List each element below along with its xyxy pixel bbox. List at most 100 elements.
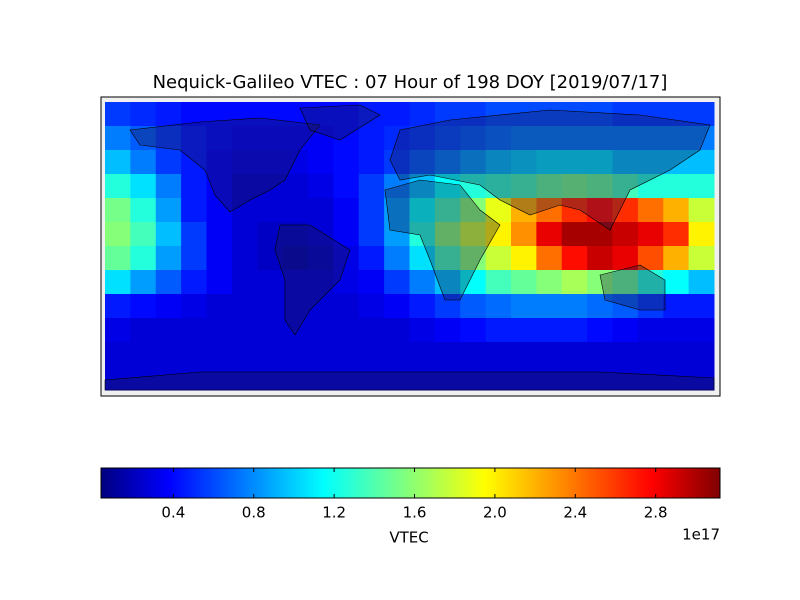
cell <box>105 126 131 151</box>
cell <box>155 198 182 223</box>
south-america <box>274 224 351 336</box>
cell <box>663 318 690 343</box>
cell <box>587 198 613 223</box>
cell <box>206 126 233 151</box>
cell <box>637 294 664 319</box>
cell <box>155 294 182 319</box>
cell <box>155 222 182 247</box>
cell <box>460 366 487 391</box>
cell <box>663 270 690 295</box>
cell <box>282 150 309 175</box>
cell <box>536 150 563 175</box>
cell <box>434 174 461 199</box>
cell <box>434 246 461 271</box>
cell <box>536 102 563 127</box>
cell <box>308 150 334 175</box>
cell <box>257 102 284 127</box>
cell <box>637 198 664 223</box>
cell <box>587 270 613 295</box>
cell <box>384 150 410 175</box>
australia <box>599 264 666 311</box>
cell <box>663 102 690 127</box>
cell <box>333 246 360 271</box>
colorbar <box>100 467 721 499</box>
cell <box>257 222 284 247</box>
cell <box>257 294 284 319</box>
cell <box>434 366 461 391</box>
cell <box>511 366 537 391</box>
cell <box>231 222 258 247</box>
cell <box>206 222 233 247</box>
cell <box>206 270 233 295</box>
cell <box>282 174 309 199</box>
cell <box>384 318 410 343</box>
cell <box>460 342 487 367</box>
cell <box>308 198 334 223</box>
cell <box>485 342 512 367</box>
cell <box>460 246 487 271</box>
cell <box>663 198 690 223</box>
cell <box>587 102 613 127</box>
cell <box>308 222 334 247</box>
cell <box>206 174 233 199</box>
cell <box>637 150 664 175</box>
cell <box>663 174 690 199</box>
cell <box>561 246 588 271</box>
cell <box>536 198 563 223</box>
cell <box>688 366 715 391</box>
cell <box>485 294 512 319</box>
cell <box>231 270 258 295</box>
cell <box>688 270 715 295</box>
cell <box>333 198 360 223</box>
cell <box>231 342 258 367</box>
cell <box>637 174 664 199</box>
colorbar-offset: 1e17 <box>682 526 720 544</box>
cell <box>155 102 182 127</box>
cell <box>561 102 588 127</box>
cell <box>561 174 588 199</box>
cell <box>688 342 715 367</box>
cell <box>130 102 157 127</box>
cell <box>536 246 563 271</box>
cell <box>663 342 690 367</box>
cell <box>333 174 360 199</box>
cell <box>282 342 309 367</box>
cell <box>257 366 284 391</box>
cell <box>561 126 588 151</box>
cell <box>536 270 563 295</box>
cell <box>434 150 461 175</box>
cell <box>434 126 461 151</box>
cell <box>485 318 512 343</box>
cell <box>460 102 487 127</box>
cell <box>130 150 157 175</box>
cell <box>206 342 233 367</box>
north-america <box>129 117 321 213</box>
cell <box>511 126 537 151</box>
cell <box>587 366 613 391</box>
cell <box>612 174 639 199</box>
cell <box>637 342 664 367</box>
cell <box>282 198 309 223</box>
cell <box>105 174 131 199</box>
cell <box>105 102 131 127</box>
cell <box>511 174 537 199</box>
cell <box>308 318 334 343</box>
colorbar-tick-label: 1.6 <box>403 504 427 522</box>
cell <box>434 294 461 319</box>
cell <box>231 174 258 199</box>
cell <box>181 342 207 367</box>
cell <box>155 174 182 199</box>
cell <box>688 174 715 199</box>
cell <box>511 270 537 295</box>
cell <box>511 294 537 319</box>
cell <box>409 102 436 127</box>
cell <box>105 150 131 175</box>
cell <box>612 270 639 295</box>
cell <box>587 222 613 247</box>
cell <box>637 222 664 247</box>
cell <box>333 150 360 175</box>
cell <box>460 150 487 175</box>
cell <box>130 318 157 343</box>
cell <box>130 222 157 247</box>
cell <box>257 198 284 223</box>
